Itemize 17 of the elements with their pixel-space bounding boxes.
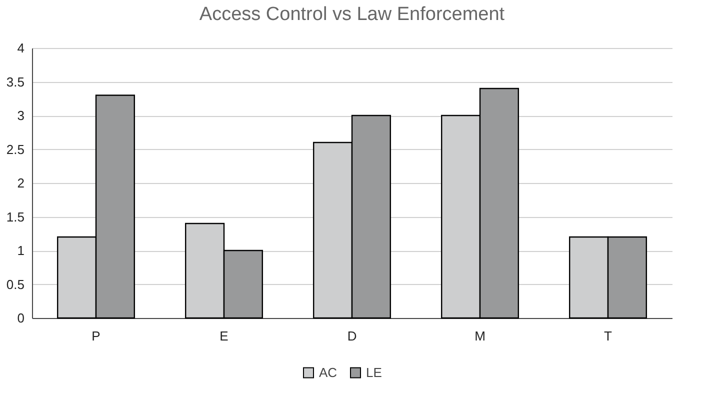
y-tick-label: 3	[17, 108, 24, 123]
legend-label: LE	[366, 364, 382, 380]
x-tick-label: D	[347, 328, 357, 344]
y-tick-label: 2.5	[6, 142, 24, 157]
y-tick-label: 3.5	[6, 74, 24, 90]
y-tick-label: 4	[17, 40, 24, 56]
x-tick-label: T	[604, 328, 612, 344]
y-tick-label: 1	[17, 243, 24, 258]
x-tick-label: M	[474, 328, 486, 344]
legend-label: AC	[319, 364, 338, 380]
y-tick-label: 2	[17, 176, 24, 190]
y-tick-label: 0	[17, 310, 24, 326]
y-tick-label: 1.5	[6, 209, 24, 224]
chart-title: Access Control vs Law Enforcement	[199, 4, 506, 25]
x-tick-label: P	[92, 328, 100, 344]
y-tick-label: 0.5	[6, 276, 24, 292]
x-tick-label: E	[220, 328, 229, 344]
